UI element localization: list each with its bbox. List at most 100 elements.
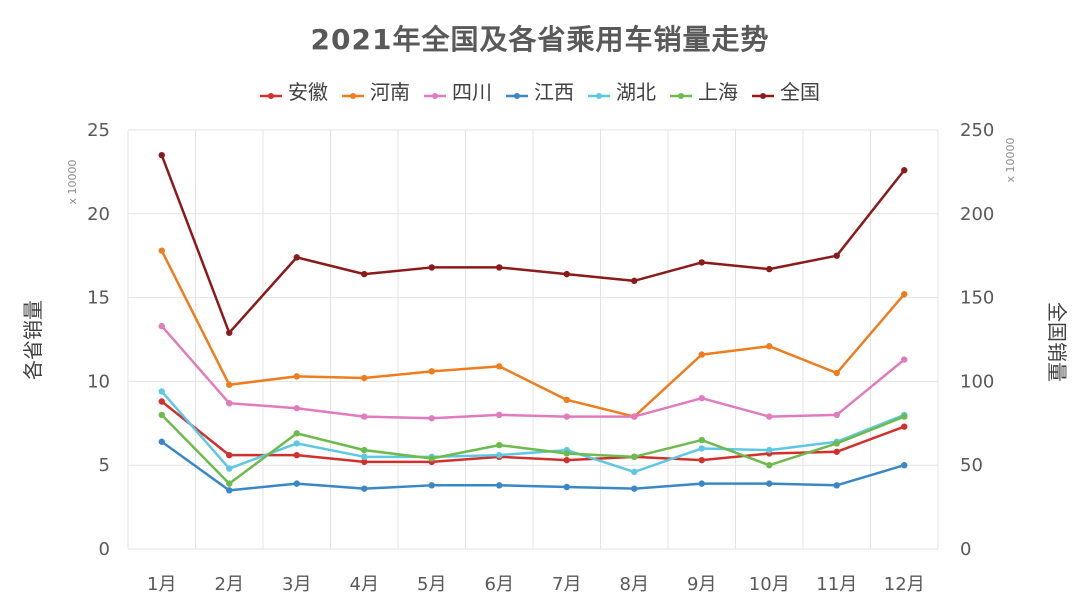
legend-swatch bbox=[670, 84, 692, 99]
data-point bbox=[428, 264, 435, 271]
data-point bbox=[766, 446, 773, 454]
data-point bbox=[293, 451, 300, 459]
data-point bbox=[158, 398, 165, 405]
series-3 bbox=[158, 438, 908, 494]
data-point bbox=[698, 445, 705, 452]
data-point bbox=[428, 415, 435, 422]
series-line bbox=[160, 414, 905, 485]
legend-item: 河南 bbox=[342, 76, 410, 105]
data-point bbox=[361, 458, 368, 466]
data-point bbox=[563, 450, 570, 457]
data-point bbox=[158, 438, 165, 445]
data-point bbox=[496, 264, 503, 271]
legend-label: 上海 bbox=[698, 80, 738, 104]
x-tick-label: 5月 bbox=[417, 574, 446, 595]
legend-swatch bbox=[424, 84, 446, 99]
data-point bbox=[428, 482, 435, 489]
data-point bbox=[361, 413, 368, 420]
series-layer bbox=[158, 151, 908, 494]
data-point bbox=[698, 259, 705, 266]
x-tick-label: 11月 bbox=[816, 574, 857, 595]
legend-label: 安徽 bbox=[288, 80, 328, 104]
right-tick-label: 200 bbox=[960, 204, 994, 225]
left-axis-multiplier: x 10000 bbox=[66, 159, 79, 204]
legend-item: 湖北 bbox=[588, 76, 656, 105]
left-tick-label: 0 bbox=[99, 539, 110, 560]
series-line bbox=[161, 440, 905, 492]
chart-title: 2021年全国及各省乘用车销量走势 bbox=[310, 23, 770, 56]
data-point bbox=[226, 399, 233, 407]
data-point bbox=[361, 374, 368, 382]
legend-swatch bbox=[260, 84, 282, 99]
data-point bbox=[563, 456, 570, 464]
data-point bbox=[428, 455, 435, 462]
x-tick-label: 6月 bbox=[485, 574, 514, 595]
series-line bbox=[160, 390, 905, 474]
legend-label: 全国 bbox=[780, 80, 820, 104]
data-point bbox=[833, 482, 840, 489]
data-point bbox=[698, 394, 705, 402]
right-axis-multiplier: x 10000 bbox=[1004, 137, 1017, 182]
data-point bbox=[901, 356, 908, 363]
data-point bbox=[631, 453, 638, 461]
data-point bbox=[833, 448, 840, 455]
data-point bbox=[428, 368, 435, 375]
data-point bbox=[698, 480, 705, 487]
data-point bbox=[901, 413, 908, 420]
data-point bbox=[698, 456, 705, 464]
data-point bbox=[766, 480, 773, 487]
legend-swatch bbox=[588, 84, 610, 99]
left-tick-label: 10 bbox=[87, 371, 110, 392]
legend: 安徽 河南 四川 江西 湖北 上海 全国 bbox=[0, 76, 1080, 105]
x-tick-label: 1月 bbox=[147, 574, 176, 595]
data-point bbox=[901, 423, 908, 430]
right-tick-label: 50 bbox=[960, 455, 983, 476]
series-line bbox=[160, 325, 906, 420]
series-5 bbox=[158, 411, 908, 487]
right-axis: 0 50 100 150 200 250 x 10000 全国销量 bbox=[960, 120, 1069, 560]
series-4 bbox=[158, 388, 908, 476]
x-tick-label: 4月 bbox=[350, 574, 379, 595]
data-point bbox=[563, 270, 570, 278]
left-axis-label: 各省销量 bbox=[21, 300, 45, 380]
data-point bbox=[361, 453, 368, 461]
legend-swatch bbox=[752, 84, 774, 99]
series-2 bbox=[158, 322, 908, 422]
data-point bbox=[833, 252, 840, 259]
right-tick-label: 250 bbox=[960, 120, 994, 141]
data-point bbox=[226, 465, 233, 472]
data-point bbox=[698, 351, 705, 358]
left-tick-label: 25 bbox=[87, 120, 110, 141]
data-point bbox=[833, 440, 840, 447]
legend-item: 江西 bbox=[506, 76, 574, 105]
data-point bbox=[158, 151, 165, 159]
data-point bbox=[833, 411, 840, 419]
data-point bbox=[226, 480, 233, 487]
series-line bbox=[160, 250, 906, 418]
legend-label: 江西 bbox=[534, 80, 574, 104]
x-tick-label: 12月 bbox=[884, 574, 925, 595]
data-point bbox=[563, 413, 570, 420]
x-axis: 1月 2月 3月 4月 5月 6月 7月 8月 9月 10月 11月 12月 bbox=[147, 574, 925, 595]
data-point bbox=[496, 441, 503, 449]
data-point bbox=[766, 462, 773, 469]
x-tick-label: 2月 bbox=[215, 574, 244, 595]
data-point bbox=[766, 265, 773, 273]
data-point bbox=[496, 363, 503, 370]
x-tick-label: 7月 bbox=[552, 574, 581, 595]
legend-label: 河南 bbox=[370, 80, 410, 104]
data-point bbox=[901, 462, 908, 469]
data-point bbox=[226, 451, 233, 459]
data-point bbox=[226, 487, 233, 494]
data-point bbox=[226, 329, 233, 336]
data-point bbox=[833, 369, 840, 377]
data-point bbox=[563, 483, 570, 491]
data-point bbox=[496, 411, 503, 419]
left-tick-label: 20 bbox=[87, 204, 110, 225]
data-point bbox=[293, 430, 300, 437]
legend-label: 四川 bbox=[452, 80, 492, 104]
data-point bbox=[631, 485, 638, 492]
left-tick-label: 15 bbox=[87, 288, 110, 309]
data-point bbox=[631, 468, 638, 476]
series-6 bbox=[158, 151, 908, 336]
